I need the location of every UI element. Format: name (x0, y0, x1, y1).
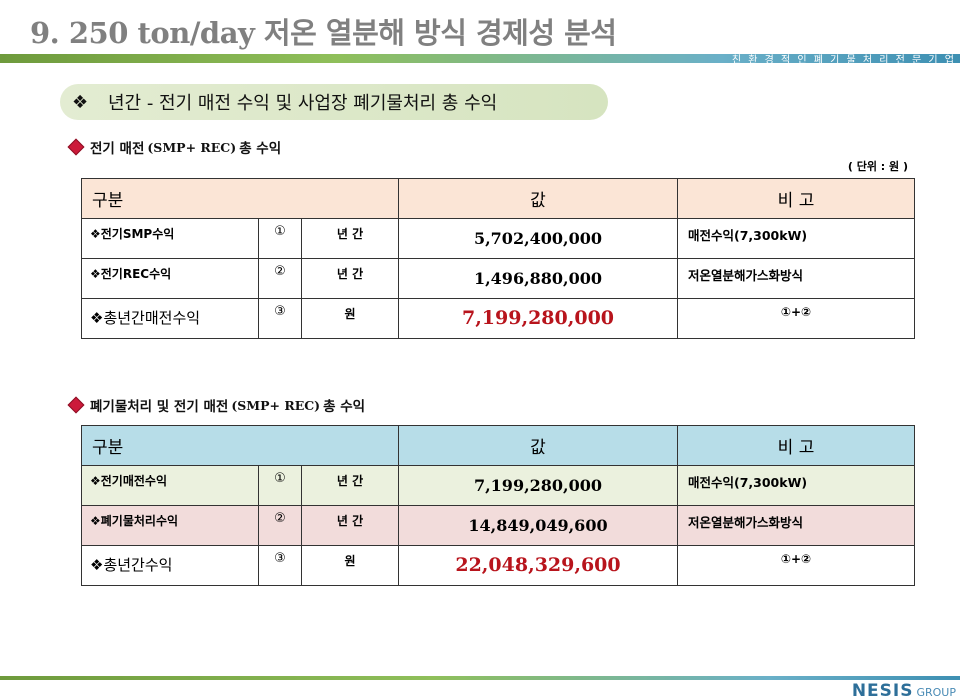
table2-subtitle-post: 총 수익 (323, 399, 366, 415)
section-heading: ❖ 년간 - 전기 매전 수익 및 사업장 폐기물처리 총 수익 (60, 84, 608, 120)
row-number: ② (258, 258, 302, 299)
section-title: 년간 - 전기 매전 수익 및 사업장 폐기물처리 총 수익 (108, 93, 498, 114)
row-label: ❖전기SMP수익 (81, 218, 259, 259)
row-number: ② (258, 505, 302, 546)
table-row: ❖전기SMP수익 ① 년 간 5,702,400,000 매전수익(7,300k… (81, 218, 915, 259)
row-value: 14,849,049,600 (398, 505, 678, 546)
row-period: 원 (301, 298, 399, 339)
row-label: ❖총년간수익 (81, 545, 259, 586)
logo-group: GROUP (916, 686, 956, 698)
row-label: ❖전기매전수익 (81, 465, 259, 506)
unit-label: ( 단위 : 원 ) (847, 160, 908, 173)
row-number: ① (258, 465, 302, 506)
top-divider-bar: 친 환 경 적 인 폐 기 물 처 리 전 문 기 업 (0, 54, 960, 66)
row-note: 저온열분해가스화방식 (677, 258, 915, 299)
header-cell-label: 구분 (81, 425, 399, 466)
row-label: ❖총년간매전수익 (81, 298, 259, 339)
table1-header-row: 구분 값 비 고 (81, 178, 915, 219)
row-total-value: 7,199,280,000 (398, 298, 678, 339)
diamond-bullet-icon (67, 396, 85, 414)
row-value: 5,702,400,000 (398, 218, 678, 259)
table1-subtitle-pre: 전기 매전 (90, 141, 145, 157)
company-logo: NESIS GROUP (852, 681, 956, 698)
header-cell-value: 값 (398, 178, 678, 219)
diamond-bullet-icon (67, 138, 85, 156)
table2-total-revenue: 구분 값 비 고 ❖전기매전수익 ① 년 간 7,199,280,000 매전수… (81, 425, 915, 586)
table2-subtitle: 폐기물처리 및 전기 매전 (SMP+ REC) 총 수익 (67, 395, 366, 415)
header-cell-label: 구분 (81, 178, 399, 219)
tagline: 친 환 경 적 인 폐 기 물 처 리 전 문 기 업 (731, 55, 956, 66)
row-number: ① (258, 218, 302, 259)
row-label: ❖전기REC수익 (81, 258, 259, 299)
row-value: 7,199,280,000 (398, 465, 678, 506)
row-note: 매전수익(7,300kW) (677, 218, 915, 259)
header-cell-value: 값 (398, 425, 678, 466)
table1-electricity-revenue: 구분 값 비 고 ❖전기SMP수익 ① 년 간 5,702,400,000 매전… (81, 178, 915, 339)
row-label: ❖폐기물처리수익 (81, 505, 259, 546)
table2-subtitle-latin: (SMP+ REC) (231, 397, 321, 413)
row-value: 1,496,880,000 (398, 258, 678, 299)
row-total-value: 22,048,329,600 (398, 545, 678, 586)
row-number: ③ (258, 545, 302, 586)
table2-header-row: 구분 값 비 고 (81, 425, 915, 466)
page-title: 9. 250 ton/day 저온 열분해 방식 경제성 분석 (30, 16, 617, 50)
section-bullet-icon: ❖ (72, 91, 89, 113)
logo-brand: NESIS (851, 681, 914, 698)
table-row-total: ❖총년간매전수익 ③ 원 7,199,280,000 ①+② (81, 298, 915, 339)
row-number: ③ (258, 298, 302, 339)
row-note: 저온열분해가스화방식 (677, 505, 915, 546)
table-row-total: ❖총년간수익 ③ 원 22,048,329,600 ①+② (81, 545, 915, 586)
row-note: ①+② (677, 545, 915, 586)
table-row: ❖전기매전수익 ① 년 간 7,199,280,000 매전수익(7,300kW… (81, 465, 915, 506)
row-period: 년 간 (301, 218, 399, 259)
table-row: ❖폐기물처리수익 ② 년 간 14,849,049,600 저온열분해가스화방식 (81, 505, 915, 546)
table1-subtitle: 전기 매전 (SMP+ REC) 총 수익 (67, 137, 282, 157)
header-cell-note: 비 고 (677, 425, 915, 466)
row-period: 원 (301, 545, 399, 586)
row-note: ①+② (677, 298, 915, 339)
row-period: 년 간 (301, 465, 399, 506)
table1-subtitle-post: 총 수익 (239, 141, 282, 157)
row-period: 년 간 (301, 505, 399, 546)
header-cell-note: 비 고 (677, 178, 915, 219)
row-note: 매전수익(7,300kW) (677, 465, 915, 506)
bottom-divider-bar (0, 676, 960, 680)
table-row: ❖전기REC수익 ② 년 간 1,496,880,000 저온열분해가스화방식 (81, 258, 915, 299)
table1-subtitle-latin: (SMP+ REC) (147, 139, 237, 155)
row-period: 년 간 (301, 258, 399, 299)
table2-subtitle-pre: 폐기물처리 및 전기 매전 (90, 399, 229, 415)
